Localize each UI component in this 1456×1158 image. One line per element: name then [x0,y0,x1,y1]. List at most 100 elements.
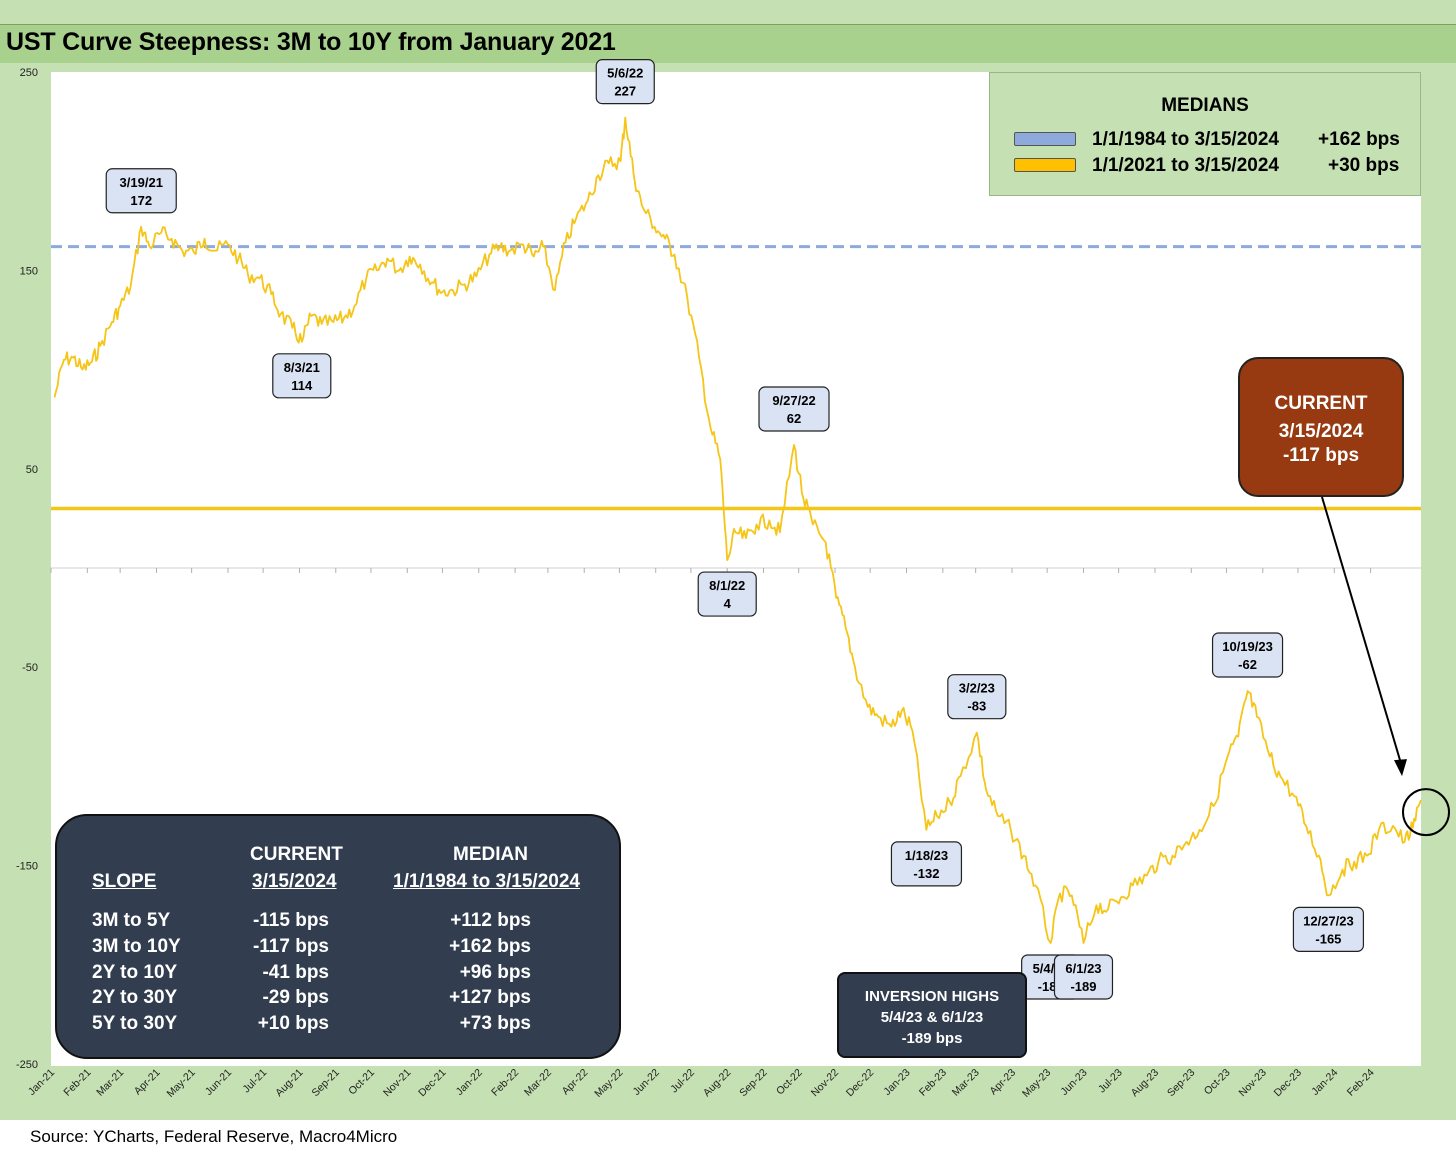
legend-swatch-long [1014,132,1076,146]
annotation-callout: 12/27/23 -165 [1292,906,1365,952]
inversion-dates: 5/4/23 & 6/1/23 [880,1009,984,1026]
current-arrow-head [1394,759,1407,777]
annotation-value: -165 [1315,931,1341,946]
current-arrow-layer [1321,496,1450,837]
header-median: MEDIAN [453,844,528,865]
y-tick-label: -50 [22,662,38,674]
x-tick-label: Jun-21 [203,1067,234,1098]
annotation-box [890,841,963,887]
annotation-callout: 1/18/23 -132 [890,841,963,887]
current-date: 3/15/2024 [1278,421,1364,442]
x-tick-label: Nov-21 [381,1067,414,1100]
annotation-value: -83 [967,699,986,714]
x-tick-label: Apr-21 [132,1067,163,1098]
series-layer [53,116,1422,944]
inversion-value: -189 bps [901,1030,963,1047]
median-range-long: 1/1/1984 to 3/15/2024 [1092,129,1279,150]
current-value: -117 bps [1282,445,1360,466]
x-tick-label: Jul-21 [241,1067,270,1096]
annotation-date: 3/2/23 [959,681,995,696]
annotation-box [1211,632,1284,678]
reference-lines [51,245,1421,511]
row-median: +162 bps [449,936,531,957]
annotation-date: 3/19/21 [120,175,163,190]
annotation-date: 10/19/23 [1222,639,1273,654]
x-tick-label: May-22 [592,1067,625,1100]
row-slope: 2Y to 10Y [92,962,178,983]
y-axis-ticks: 250 150 50 -50 -150 -250 [16,67,38,1071]
x-tick-label: Feb-22 [489,1067,521,1099]
y-tick-label: 150 [20,265,38,277]
x-tick-label: Apr-22 [560,1067,591,1098]
legend-swatch-short [1014,158,1076,172]
header-median-range: 1/1/1984 to 3/15/2024 [393,871,580,892]
annotation-box [272,353,332,399]
median-value-short: +30 bps [1328,155,1400,176]
annotation-callout: 5/6/22 227 [595,59,655,105]
x-tick-label: Jun-23 [1058,1067,1089,1098]
annotation-callout: 3/2/23 -83 [947,674,1007,720]
header-current-date: 3/15/2024 [252,871,337,892]
annotation-callout: 8/3/21 114 [272,353,332,399]
medians-title: MEDIANS [1161,95,1249,116]
source-note: Source: YCharts, Federal Reserve, Macro4… [30,1127,398,1146]
annotation-value: 4 [724,596,732,611]
row-current: -41 bps [262,962,329,983]
header-current: CURRENT [250,844,343,865]
x-tick-label: Dec-21 [416,1067,449,1100]
annotation-value: -132 [913,866,939,881]
x-tick-label: Aug-21 [273,1067,306,1100]
row-slope: 2Y to 30Y [92,987,178,1008]
x-tick-label: Dec-23 [1272,1067,1305,1100]
annotation-box [595,59,655,105]
x-tick-label: Jul-22 [668,1067,697,1096]
current-callout: CURRENT 3/15/2024 -117 bps [1238,357,1404,497]
y-tick-label: 50 [26,464,38,476]
x-tick-label: Oct-22 [774,1067,805,1098]
x-tick-label: Nov-23 [1236,1067,1269,1100]
x-tick-label: Nov-22 [809,1067,842,1100]
slope-table: CURRENT MEDIAN SLOPE 3/15/2024 1/1/1984 … [55,814,621,1059]
row-median: +127 bps [449,987,531,1008]
series-line [53,116,1422,944]
annotation-value: -189 [1070,979,1096,994]
annotation-date: 6/1/23 [1065,961,1101,976]
x-tick-label: Oct-23 [1202,1067,1233,1098]
median-range-short: 1/1/2021 to 3/15/2024 [1092,155,1279,176]
annotation-value: 62 [787,411,801,426]
source-strip [0,1120,1456,1158]
title-bar: UST Curve Steepness: 3M to 10Y from Janu… [0,24,1456,63]
x-tick-label: Sep-23 [1165,1067,1198,1100]
x-tick-label: Jan-22 [454,1067,485,1098]
annotation-value: 172 [130,193,152,208]
row-median: +73 bps [459,1013,531,1034]
x-tick-label: Jan-21 [26,1067,57,1098]
x-tick-label: Mar-23 [950,1067,982,1099]
annotation-box [758,386,830,432]
annotation-box [1292,906,1365,952]
row-median: +96 bps [459,962,531,983]
x-tick-label: Sep-22 [737,1067,770,1100]
y-tick-label: -150 [16,861,38,873]
x-tick-label: Apr-23 [987,1067,1018,1098]
x-tick-label: May-21 [165,1067,198,1100]
annotation-callout: 10/19/23 -62 [1211,632,1284,678]
x-tick-label: Feb-24 [1345,1067,1377,1099]
annotation-callout: 9/27/22 62 [758,386,830,432]
median-value-long: +162 bps [1318,129,1400,150]
row-median: +112 bps [450,910,531,931]
row-current: -29 bps [262,987,329,1008]
annotation-date: 8/3/21 [284,360,320,375]
y-tick-label: -250 [16,1059,38,1071]
annotation-date: 1/18/23 [905,848,948,863]
current-label: CURRENT [1274,393,1368,414]
x-tick-label: Feb-23 [917,1067,949,1099]
row-current: +10 bps [257,1013,329,1034]
y-tick-label: 250 [20,67,38,79]
annotation-box [697,571,757,617]
row-current: -117 bps [252,936,329,957]
annotation-box [1053,954,1114,1000]
row-slope: 5Y to 30Y [92,1013,178,1034]
